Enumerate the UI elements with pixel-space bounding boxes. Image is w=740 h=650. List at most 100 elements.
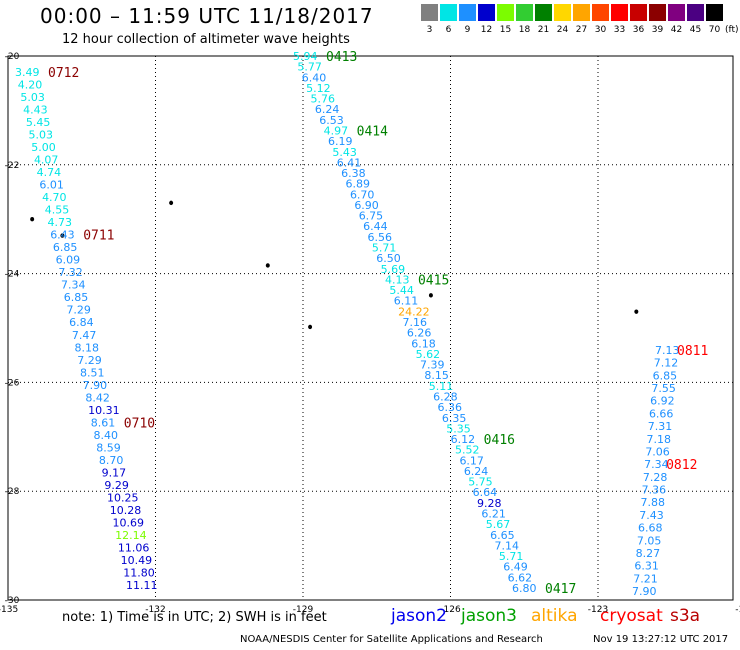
wave-height-value: 6.36	[438, 401, 463, 414]
scale-label: 33	[613, 25, 626, 35]
scale-label: 18	[518, 25, 531, 35]
wave-height-value: 6.64	[473, 486, 498, 499]
wave-height-value: 9.29	[104, 479, 129, 492]
legend-altika: altika	[531, 606, 578, 626]
satellite-track: 7.137.126.857.556.926.667.317.187.067.34…	[632, 344, 708, 598]
wave-height-value: 5.00	[31, 141, 56, 154]
legend-jason3: jason3	[461, 606, 517, 626]
scale-swatch	[478, 4, 495, 21]
island-marker	[634, 309, 639, 314]
wave-height-value: 11.80	[123, 566, 155, 579]
wave-height-value: 8.59	[96, 441, 121, 454]
wave-height-value: 8.40	[94, 429, 119, 442]
wave-height-value: 6.31	[634, 560, 659, 573]
wave-height-value: 4.73	[47, 216, 72, 229]
wave-height-value: 12.14	[115, 529, 147, 542]
wave-height-value: 5.94	[293, 50, 318, 63]
wave-height-value: 8.51	[80, 366, 105, 379]
wave-height-value: 4.55	[45, 204, 70, 217]
scale-swatch	[668, 4, 685, 21]
island-marker	[428, 293, 433, 298]
wave-height-value: 7.36	[642, 484, 667, 497]
wave-height-value: 6.50	[376, 252, 401, 265]
time-label: 0811	[677, 344, 708, 359]
scale-swatch	[706, 4, 723, 21]
wave-height-value: 6.80	[512, 582, 537, 595]
wave-height-value: 8.61	[91, 416, 116, 429]
wave-height-value: 6.28	[433, 390, 458, 403]
wave-height-value: 6.90	[354, 199, 379, 212]
wave-height-value: 5.76	[311, 93, 336, 106]
legend-jason2: jason2	[391, 606, 447, 626]
scale-label: 27	[575, 25, 588, 35]
wave-height-value: 7.06	[645, 445, 670, 458]
scale-unit: (ft)	[725, 25, 739, 35]
satellite-track: 5.945.776.405.125.766.246.534.976.195.43…	[293, 50, 576, 597]
scale-label: 36	[632, 25, 645, 35]
wave-height-value: 5.03	[20, 91, 45, 104]
satellite-tracks: 3.494.205.034.435.455.035.004.074.746.01…	[15, 50, 708, 598]
map-grid: -135 -132 -129 -126 -123 -120 -20 -22 -24 -26 -28 -…	[0, 52, 740, 615]
wave-height-value: 11.11	[126, 579, 158, 592]
wave-height-value: 6.24	[315, 103, 340, 116]
scale-label: 30	[594, 25, 607, 35]
scale-swatch	[459, 4, 476, 21]
wave-height-value: 5.44	[389, 284, 414, 297]
wave-height-value: 24.22	[398, 305, 430, 318]
wave-height-value: 7.28	[643, 471, 668, 484]
wave-height-value: 6.18	[411, 337, 436, 350]
wave-height-value: 5.43	[332, 146, 357, 159]
wave-height-value: 6.62	[508, 571, 533, 584]
map-frame	[7, 55, 734, 601]
wave-height-value: 7.43	[639, 509, 664, 522]
island-marker	[30, 217, 35, 222]
wave-height-value: 6.40	[302, 71, 327, 84]
lat-tick-label: -24	[5, 270, 20, 280]
wave-height-value: 5.67	[486, 518, 511, 531]
lat-tick-label: -22	[5, 161, 20, 171]
island-marker	[308, 324, 313, 330]
generated-timestamp: Nov 19 13:27:12 UTC 2017	[593, 634, 729, 645]
wave-height-value: 6.44	[363, 220, 388, 233]
wave-height-value: 4.43	[23, 104, 48, 117]
wave-height-value: 7.18	[647, 433, 672, 446]
wave-height-value: 6.26	[407, 327, 432, 340]
wave-height-value: 6.43	[50, 229, 75, 242]
wave-height-value: 6.01	[39, 179, 64, 192]
wave-height-value: 5.75	[468, 476, 493, 489]
lon-tick-label: -132	[145, 605, 165, 615]
wave-height-value: 11.06	[118, 541, 150, 554]
scale-swatch	[573, 4, 590, 21]
wave-height-value: 6.85	[64, 291, 88, 304]
wave-height-value: 5.35	[446, 422, 471, 435]
wave-height-value: 7.90	[83, 379, 108, 392]
wave-height-value: 6.84	[69, 316, 94, 329]
legend-s3a: s3a	[670, 606, 701, 626]
scale-label: 45	[689, 25, 702, 35]
wave-height-value: 7.16	[403, 316, 428, 329]
satellite-track: 3.494.205.034.435.455.035.004.074.746.01…	[15, 66, 158, 592]
lon-tick-label: -129	[293, 605, 314, 615]
scale-label: 6	[445, 25, 452, 35]
wave-height-value: 6.19	[328, 135, 353, 148]
wave-height-value: 9.28	[477, 497, 502, 510]
lat-tick-label: -30	[5, 596, 20, 606]
legend-cryosat: cryosat	[600, 606, 663, 626]
wave-height-value: 7.14	[494, 539, 518, 552]
time-label: 0417	[545, 582, 576, 597]
wave-height-value: 7.34	[61, 279, 86, 292]
wave-height-value: 5.62	[416, 348, 441, 361]
scale-label: 42	[670, 25, 683, 35]
wave-height-value: 8.42	[85, 391, 110, 404]
wave-height-value: 6.35	[442, 412, 467, 425]
wave-height-value: 10.69	[112, 516, 143, 529]
wave-height-value: 10.28	[110, 504, 142, 517]
wave-height-value: 5.71	[372, 242, 397, 255]
wave-height-value: 6.53	[319, 114, 344, 127]
wave-height-value: 7.21	[633, 572, 658, 585]
wave-height-value: 6.89	[346, 178, 371, 191]
wave-height-value: 4.97	[324, 124, 349, 137]
wave-height-value: 9.17	[102, 466, 127, 479]
wave-height-value: 8.18	[75, 341, 100, 354]
wave-height-value: 6.11	[394, 295, 419, 308]
